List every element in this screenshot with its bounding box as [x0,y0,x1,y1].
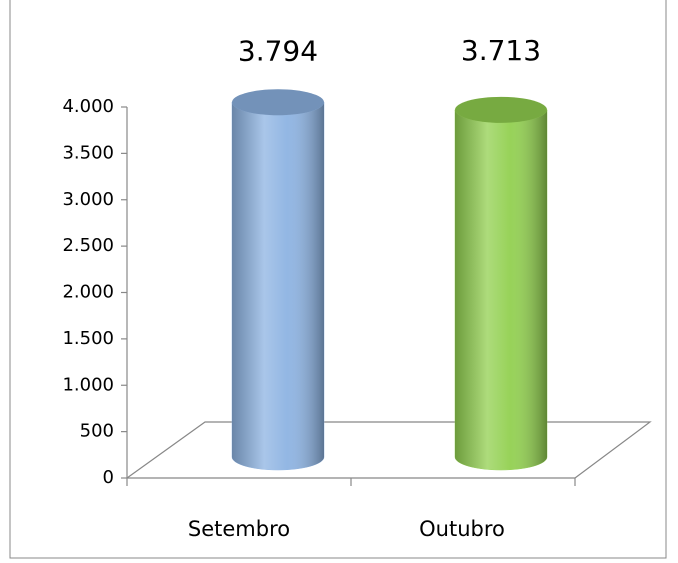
x-tick-label: Outubro [419,517,505,541]
bar-top-shade [455,96,547,123]
x-tick-label: Setembro [188,517,290,541]
value-label: 3.794 [238,34,318,67]
bar-top [455,96,547,123]
bar-top-shade [232,89,324,116]
y-tick-label: 3.500 [62,142,114,163]
x-ticks [126,478,576,486]
y-tick-label: 1.500 [62,328,114,349]
y-tick-label: 2.000 [62,282,114,303]
y-tick-label: 4.000 [62,96,114,117]
bar-shade [232,102,324,471]
y-tick-label: 500 [80,421,114,442]
chart-frame [9,0,667,559]
y-tick-label: 3.000 [62,189,114,210]
y-tick-label: 0 [103,467,114,488]
value-label: 3.713 [461,34,541,67]
floor [126,421,652,479]
bar-shade [455,109,547,470]
y-tick-label: 1.000 [62,374,114,395]
bar-top [232,89,324,116]
y-tick-label: 2.500 [62,235,114,256]
